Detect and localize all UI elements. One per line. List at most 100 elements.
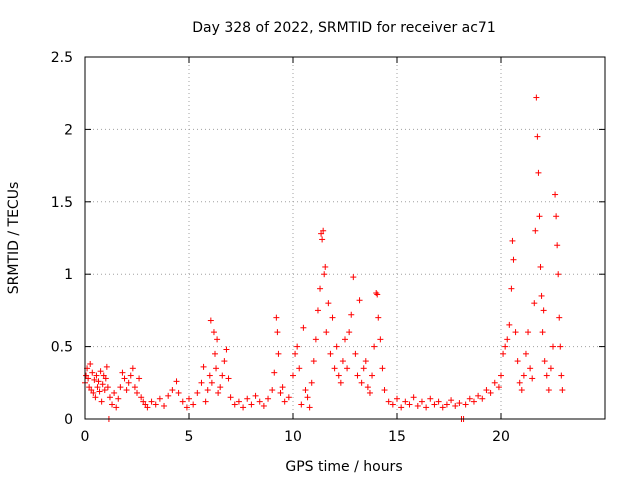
data-point [362, 358, 369, 365]
data-point [550, 343, 556, 350]
data-point [527, 365, 534, 372]
data-point [385, 398, 392, 405]
data-point [545, 387, 552, 394]
data-point [352, 350, 359, 357]
data-point [364, 384, 371, 391]
data-point [221, 358, 228, 365]
data-point [109, 401, 116, 408]
data-point [540, 307, 547, 314]
data-point [389, 401, 396, 408]
data-point [466, 395, 473, 402]
data-point [462, 401, 469, 408]
x-tick-label: 20 [492, 429, 510, 445]
y-axis-label: SRMTID / TECUs [6, 182, 22, 295]
data-point [292, 350, 299, 357]
data-point [329, 314, 336, 321]
data-point [85, 375, 92, 382]
data-point [296, 365, 303, 372]
data-point [321, 271, 328, 278]
data-point [204, 387, 211, 394]
data-point [94, 384, 101, 391]
data-point [529, 375, 536, 382]
data-point [348, 311, 355, 318]
data-point [509, 237, 516, 244]
data-point [207, 317, 214, 324]
data-point [244, 395, 251, 402]
data-point [138, 394, 145, 401]
data-point [223, 346, 230, 353]
x-tick-label: 5 [185, 429, 194, 445]
data-point [119, 369, 126, 376]
data-point [427, 395, 434, 402]
y-tick-label: 0.5 [51, 340, 73, 356]
data-point [371, 343, 378, 350]
data-point [344, 365, 351, 372]
data-point [156, 395, 163, 402]
x-tick-label: 15 [388, 429, 406, 445]
data-point [366, 389, 373, 396]
data-point [248, 401, 255, 408]
data-point [533, 94, 540, 101]
y-tick-label: 1 [64, 267, 73, 283]
data-point [325, 300, 332, 307]
data-point [279, 384, 286, 391]
data-point [304, 394, 311, 401]
data-point [265, 395, 272, 402]
data-point [520, 372, 527, 379]
data-point [161, 402, 168, 409]
data-point [200, 363, 207, 370]
data-point [439, 404, 446, 411]
data-point [358, 379, 365, 386]
data-point [131, 384, 138, 391]
data-point [206, 372, 213, 379]
data-point [231, 401, 238, 408]
axis-ticks: 0 5 10 15 20 0 0.5 1 1.5 2 2.5 [51, 50, 605, 445]
data-point [356, 297, 363, 304]
data-point [320, 227, 327, 234]
data-point [342, 336, 348, 343]
data-point [483, 387, 490, 394]
data-point [369, 372, 376, 379]
data-point [302, 387, 309, 394]
data-point [294, 343, 301, 350]
x-tick-label: 0 [81, 429, 90, 445]
data-point [306, 404, 313, 411]
data-point [327, 350, 334, 357]
data-point [360, 365, 367, 372]
data-point [312, 336, 319, 343]
data-point [101, 387, 108, 394]
data-point [144, 404, 151, 411]
data-point [559, 387, 566, 394]
data-point [175, 389, 182, 396]
data-point [354, 372, 361, 379]
data-point [536, 213, 543, 220]
data-point [90, 389, 97, 396]
data-point [215, 389, 222, 396]
data-point [525, 329, 532, 336]
y-tick-label: 1.5 [51, 195, 73, 211]
data-point [418, 398, 425, 405]
x-tick-label: 10 [284, 429, 302, 445]
data-point [443, 401, 450, 408]
data-point [543, 372, 550, 379]
data-point [308, 379, 315, 386]
data-point [373, 290, 380, 297]
data-point [290, 372, 296, 379]
data-point [541, 358, 548, 365]
data-point [423, 404, 430, 411]
data-point [227, 394, 234, 401]
grid [85, 57, 605, 419]
data-point [102, 375, 109, 382]
data-point [337, 379, 344, 386]
data-point [225, 375, 232, 382]
data-point [260, 402, 267, 409]
y-tick-label: 0 [64, 412, 73, 428]
data-point [134, 389, 140, 396]
data-point [285, 394, 292, 401]
data-point [531, 300, 538, 307]
data-point [556, 314, 563, 321]
data-point [335, 372, 342, 379]
data-point [375, 314, 382, 321]
data-point [186, 395, 192, 402]
